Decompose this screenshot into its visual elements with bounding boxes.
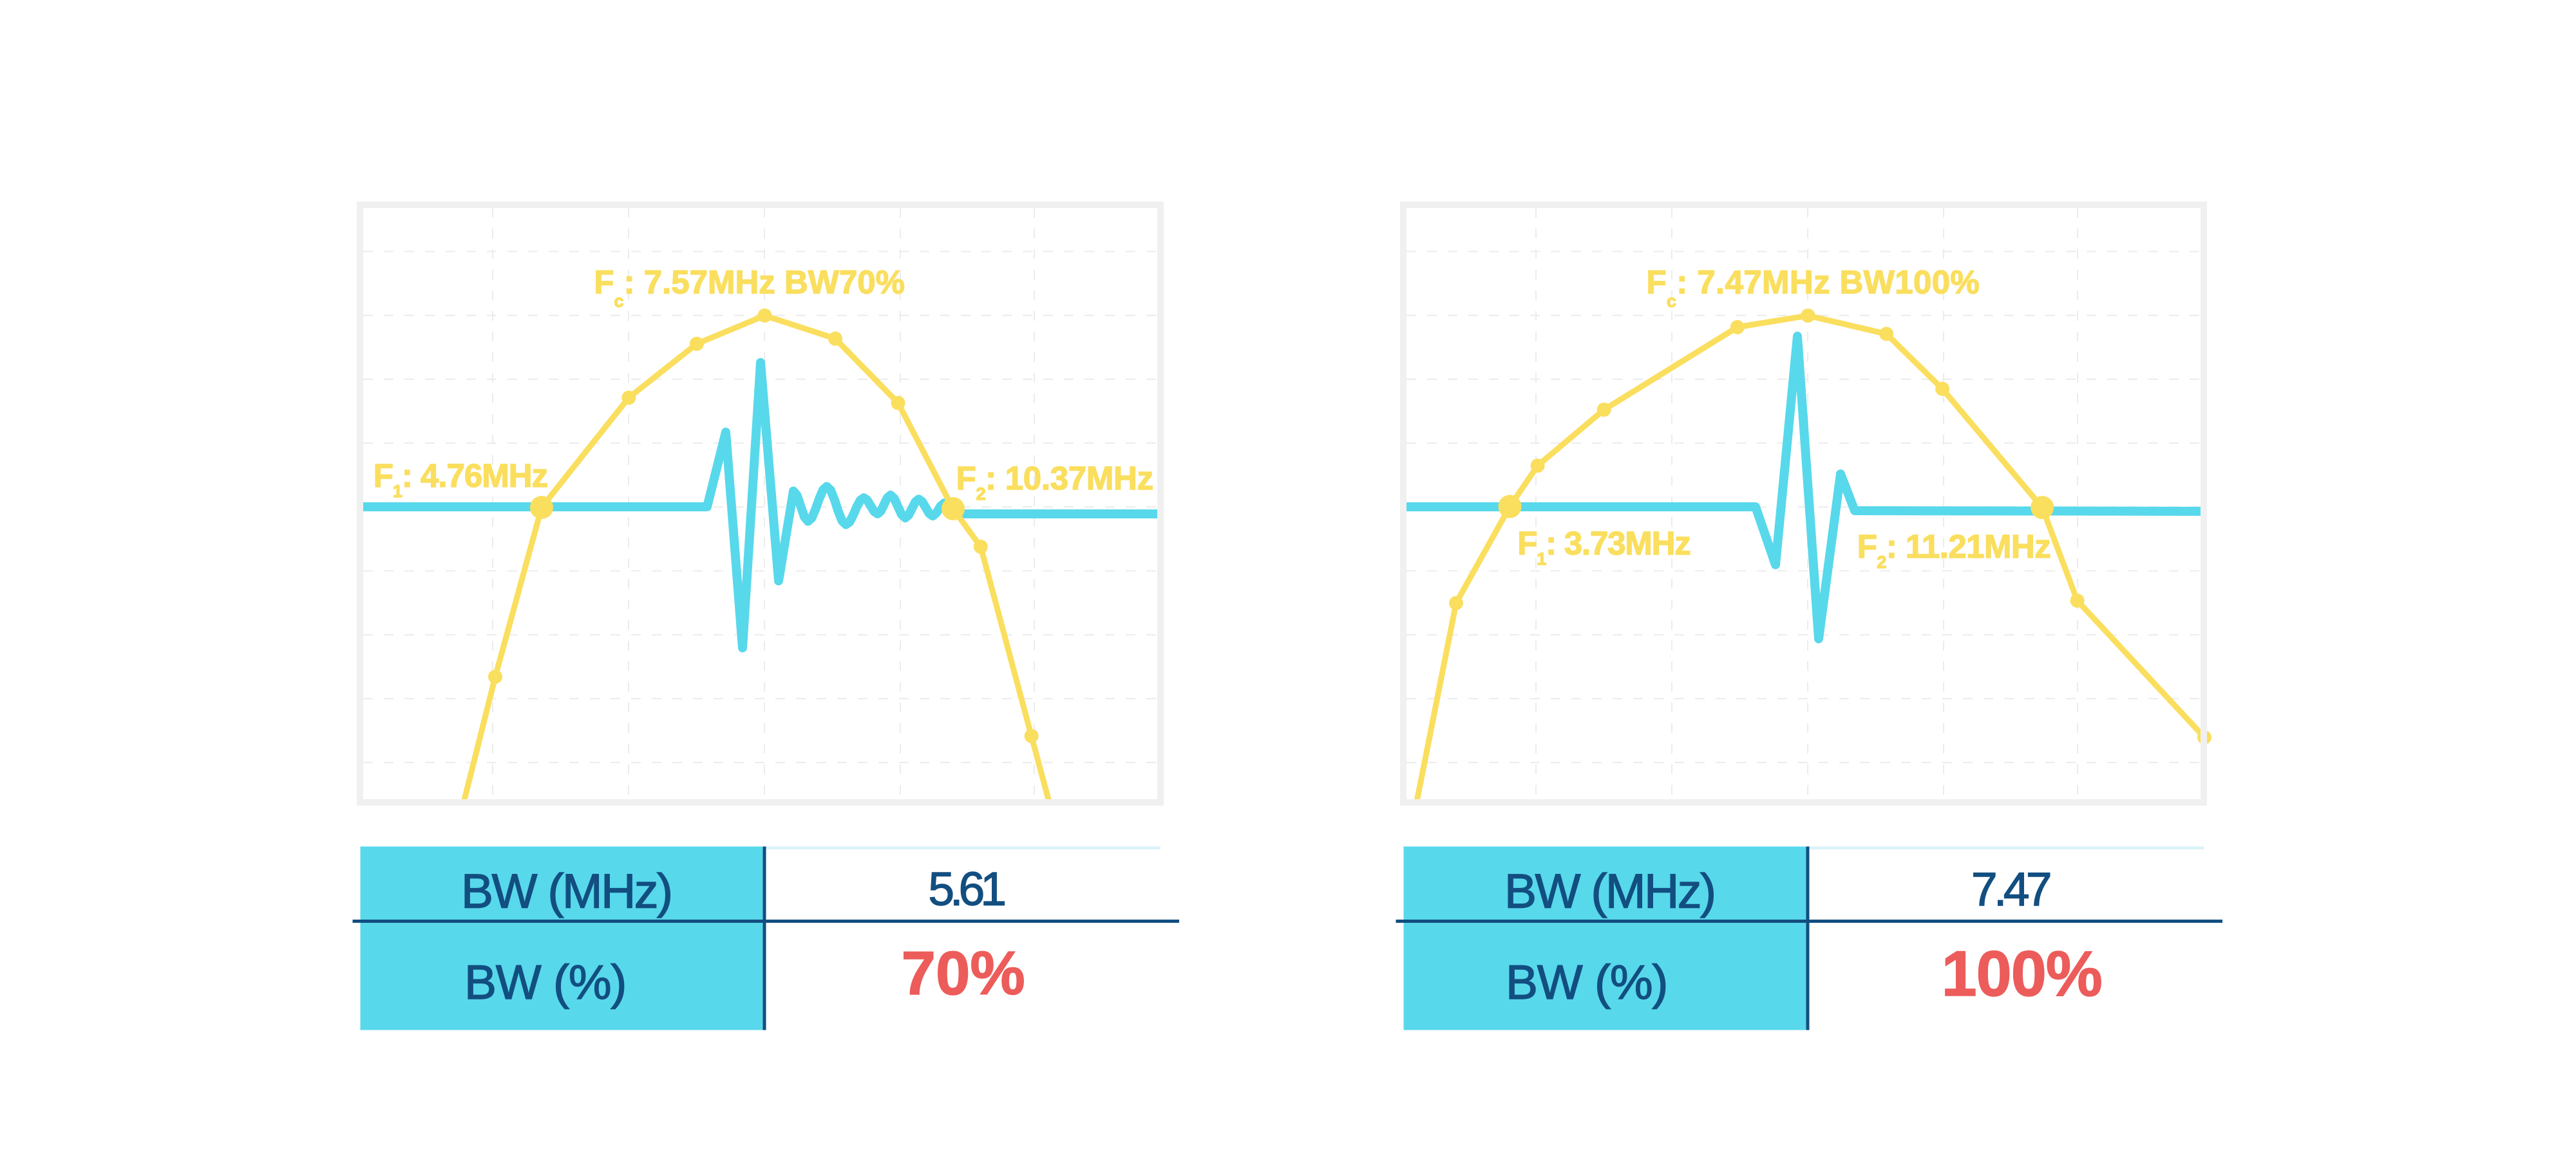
- svg-text:BW (MHz): BW (MHz): [461, 864, 672, 918]
- svg-text:F2: 10.37MHz: F2: 10.37MHz: [956, 460, 1153, 504]
- svg-text:Fc: 7.57MHz BW70%: Fc: 7.57MHz BW70%: [594, 264, 905, 311]
- svg-text:F2: 11.21MHz: F2: 11.21MHz: [1857, 528, 2050, 572]
- svg-text:5.61: 5.61: [928, 863, 1005, 915]
- svg-text:BW (%): BW (%): [1506, 955, 1667, 1009]
- svg-text:70%: 70%: [902, 939, 1025, 1008]
- svg-text:Fc: 7.47MHz BW100%: Fc: 7.47MHz BW100%: [1647, 264, 1980, 311]
- svg-text:F1: 3.73MHz: F1: 3.73MHz: [1517, 525, 1690, 569]
- svg-text:100%: 100%: [1942, 938, 2102, 1009]
- svg-text:BW (%): BW (%): [464, 955, 626, 1009]
- svg-text:7.47: 7.47: [1971, 864, 2050, 916]
- svg-text:BW (MHz): BW (MHz): [1504, 864, 1715, 918]
- svg-text:F1: 4.76MHz: F1: 4.76MHz: [374, 457, 547, 501]
